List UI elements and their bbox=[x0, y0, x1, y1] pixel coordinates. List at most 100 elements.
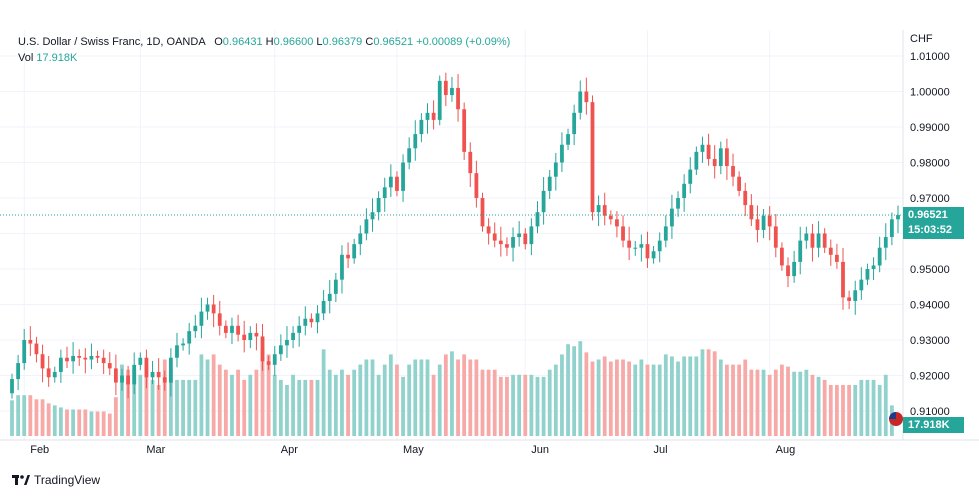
candle-body bbox=[187, 331, 192, 344]
volume-bar bbox=[566, 344, 570, 436]
volume-bar bbox=[95, 411, 100, 436]
y-tick-label: 0.97000 bbox=[910, 193, 950, 205]
time-axis[interactable]: Feb Mar Apr May Jun Jul Aug bbox=[30, 444, 795, 456]
volume-bar bbox=[407, 364, 412, 436]
volume-bar bbox=[291, 374, 295, 436]
low-label: L bbox=[316, 36, 323, 48]
bar-countdown: 15:03:52 bbox=[908, 224, 953, 236]
candle-body bbox=[10, 379, 14, 394]
candle-body bbox=[468, 151, 473, 174]
volume-bar bbox=[822, 379, 827, 436]
candle-body bbox=[395, 176, 399, 191]
volume-bar bbox=[199, 354, 204, 436]
volume-bar bbox=[786, 366, 790, 436]
candle-body bbox=[364, 219, 369, 234]
volume-bar bbox=[535, 376, 540, 436]
volume-bar bbox=[260, 349, 265, 436]
volume-bar bbox=[755, 369, 760, 436]
volume-bar bbox=[419, 359, 424, 436]
candle-body bbox=[767, 215, 772, 227]
candle-body bbox=[835, 254, 839, 262]
candle-body bbox=[883, 237, 888, 248]
candle-body bbox=[242, 334, 247, 340]
candle-body bbox=[340, 254, 344, 280]
volume-bar bbox=[847, 385, 852, 436]
candle-body bbox=[749, 205, 754, 220]
volume-bar bbox=[492, 369, 497, 436]
volume-bar bbox=[65, 409, 69, 436]
y-tick-label: 1.00000 bbox=[910, 87, 950, 99]
candle-body bbox=[162, 377, 167, 383]
high-label: H bbox=[265, 36, 274, 48]
volume-bar bbox=[706, 349, 711, 436]
y-tick-label: 0.94000 bbox=[910, 300, 950, 312]
volume-bar bbox=[193, 379, 198, 436]
candle-body bbox=[260, 336, 265, 362]
tradingview-brand[interactable]: TradingView bbox=[12, 473, 100, 487]
candle-body bbox=[853, 290, 858, 301]
candle-body bbox=[615, 219, 619, 227]
candle-body bbox=[792, 261, 797, 277]
candle-body bbox=[150, 371, 155, 378]
candle-body bbox=[566, 134, 570, 145]
volume-bar bbox=[688, 356, 693, 436]
volume-bar bbox=[633, 364, 638, 436]
volume-bar bbox=[10, 400, 14, 436]
candle-body bbox=[382, 187, 387, 198]
y-tick-label: 0.99000 bbox=[910, 122, 950, 134]
volume-bar bbox=[46, 403, 51, 436]
volume-bar bbox=[236, 369, 240, 436]
candle-body bbox=[327, 293, 332, 301]
volume-bars bbox=[10, 341, 894, 436]
volume-bar bbox=[230, 374, 234, 436]
volume-bar bbox=[480, 369, 485, 436]
volume-bar bbox=[223, 369, 228, 436]
close-label: C bbox=[365, 36, 374, 48]
candle-body bbox=[828, 247, 833, 255]
volume-bar bbox=[560, 354, 564, 436]
symbol-title[interactable]: U.S. Dollar / Swiss Franc, 1D, OANDA bbox=[18, 36, 206, 48]
candle-body bbox=[529, 226, 534, 245]
high-value: 0.96600 bbox=[273, 36, 314, 48]
volume-bar bbox=[621, 359, 625, 436]
volume-bar bbox=[810, 374, 815, 436]
candle-body bbox=[450, 87, 454, 96]
candle-body bbox=[321, 300, 326, 314]
volume-bar bbox=[767, 374, 772, 436]
volume-bar bbox=[395, 364, 399, 436]
candle-body bbox=[181, 343, 185, 346]
x-tick-label: Apr bbox=[281, 444, 298, 456]
volume-bar bbox=[798, 371, 803, 436]
y-tick-label: 0.93000 bbox=[910, 335, 950, 347]
candle-body bbox=[352, 244, 357, 259]
candle-body bbox=[309, 318, 314, 323]
candle-body bbox=[217, 313, 222, 326]
volume-bar bbox=[370, 359, 375, 436]
x-tick-label: Jul bbox=[653, 444, 667, 456]
candle-body bbox=[621, 226, 625, 241]
volume-bar bbox=[132, 369, 137, 436]
candle-body bbox=[810, 233, 815, 248]
candle-body bbox=[58, 357, 63, 372]
volume-bar bbox=[150, 379, 155, 436]
volume-bar bbox=[297, 379, 302, 436]
candle-body bbox=[694, 151, 699, 170]
candle-body bbox=[517, 233, 522, 238]
candle-body bbox=[431, 112, 436, 120]
volume-bar bbox=[517, 374, 522, 436]
volume-bar bbox=[16, 395, 21, 436]
candle-body bbox=[553, 162, 558, 177]
volume-bar bbox=[358, 364, 363, 436]
volume-bar bbox=[175, 379, 179, 436]
volume-bar bbox=[52, 405, 57, 436]
candle-body bbox=[52, 371, 57, 378]
volume-bar bbox=[321, 349, 326, 436]
volume-bar bbox=[572, 346, 577, 436]
volume-bar bbox=[388, 354, 393, 436]
candle-body bbox=[205, 304, 210, 312]
volume-bar bbox=[425, 359, 430, 436]
volume-bar bbox=[126, 369, 130, 436]
x-tick-label: Feb bbox=[30, 444, 49, 456]
candle-body bbox=[175, 345, 179, 358]
